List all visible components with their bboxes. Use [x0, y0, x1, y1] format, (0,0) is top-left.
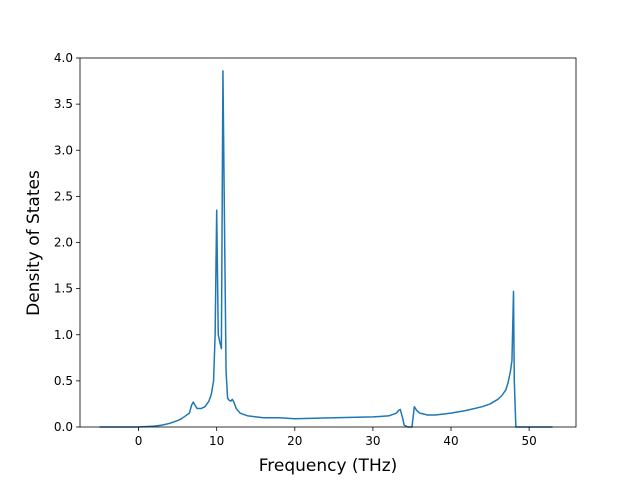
- y-tick-label: 0.0: [54, 420, 73, 434]
- y-tick-label: 2.5: [54, 189, 73, 203]
- x-axis-label: Frequency (THz): [259, 456, 398, 476]
- x-tick-label: 20: [287, 434, 302, 448]
- y-tick-label: 4.0: [54, 51, 73, 65]
- y-tick-label: 1.5: [54, 282, 73, 296]
- x-tick-label: 0: [135, 434, 143, 448]
- x-axis-ticks: 0 10 20 30 40 50: [135, 427, 537, 448]
- y-axis-ticks: 0.0 0.5 1.0 1.5 2.0 2.5 3.0 3.5 4.0: [54, 51, 80, 434]
- plot-area: [79, 57, 577, 428]
- x-tick-label: 50: [521, 434, 536, 448]
- dos-series-line: [99, 70, 553, 428]
- y-axis-label: Density of States: [24, 170, 44, 316]
- y-tick-label: 2.0: [54, 236, 73, 250]
- y-tick-label: 3.5: [54, 97, 73, 111]
- y-tick-label: 0.5: [54, 374, 73, 388]
- y-tick-label: 1.0: [54, 328, 73, 342]
- x-tick-label: 10: [209, 434, 224, 448]
- y-tick-label: 3.0: [54, 143, 73, 157]
- x-tick-label: 30: [365, 434, 380, 448]
- x-tick-label: 40: [443, 434, 458, 448]
- axes-background: [80, 58, 576, 427]
